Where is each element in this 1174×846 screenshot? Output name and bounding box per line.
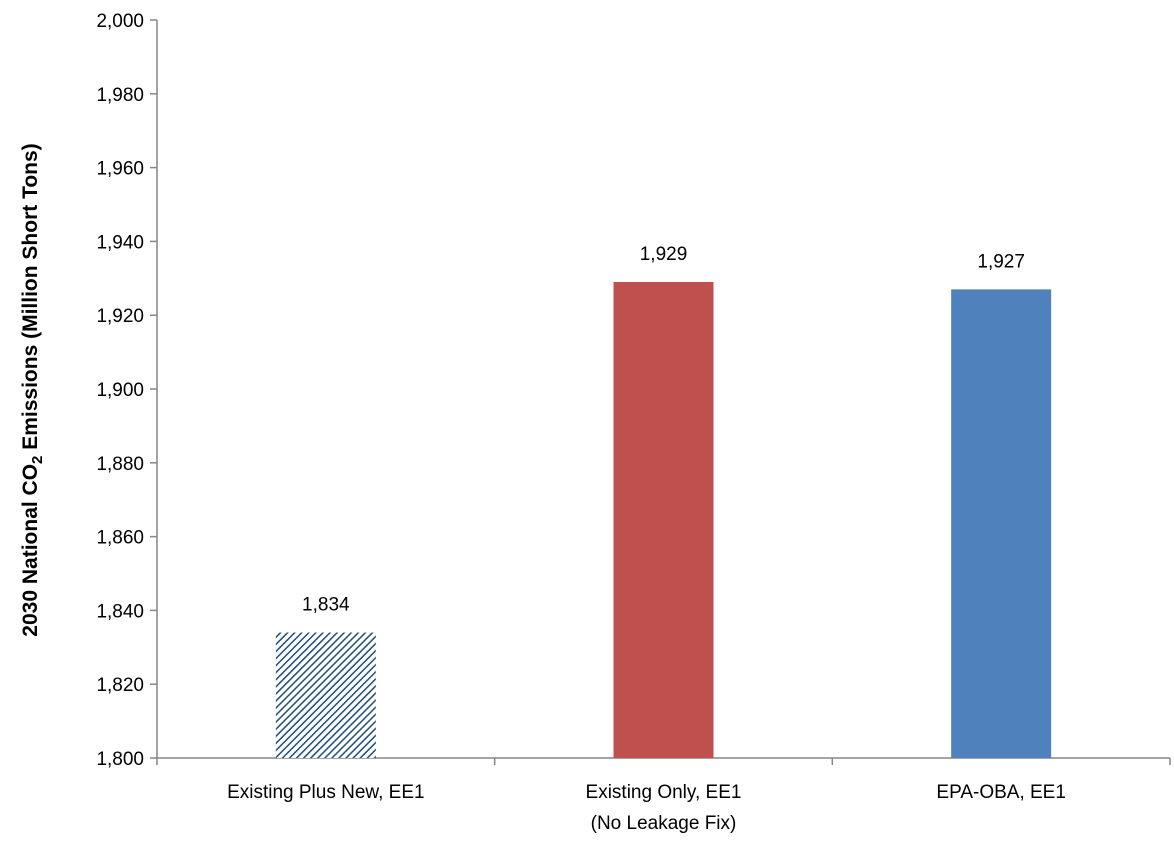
y-tick-label: 2,000	[96, 11, 144, 32]
data-labels: 1,834 1,929 1,927	[302, 244, 1025, 616]
y-tick-label: 1,940	[96, 232, 144, 253]
y-tick-label: 1,840	[96, 601, 144, 622]
bar	[951, 289, 1052, 758]
y-tick-label: 1,900	[96, 380, 144, 401]
bars	[275, 281, 1052, 758]
x-category-label: (No Leakage Fix)	[591, 813, 737, 834]
y-tick-label: 1,980	[96, 85, 144, 106]
y-tick-label: 1,800	[96, 749, 144, 770]
data-label: 1,929	[640, 244, 688, 265]
bar	[275, 632, 376, 758]
bar	[613, 281, 714, 758]
x-category-label: Existing Plus New, EE1	[227, 782, 424, 803]
y-ticks: 1,800 1,820 1,840 1,860 1,880 1,900 1,920 1,940…	[96, 11, 157, 770]
y-tick-label: 1,920	[96, 306, 144, 327]
data-label: 1,927	[977, 251, 1025, 272]
y-tick-label: 1,960	[96, 159, 144, 180]
y-tick-label: 1,860	[96, 528, 144, 549]
x-category-label: Existing Only, EE1	[586, 782, 742, 803]
x-category-labels: Existing Plus New, EE1 Existing Only, EE1…	[227, 782, 1066, 834]
y-tick-label: 1,880	[96, 454, 144, 475]
y-axis-title-group: 2030 National CO2 Emissions (Million Sho…	[19, 143, 46, 636]
y-axis-title: 2030 National CO2 Emissions (Million Sho…	[19, 143, 46, 636]
y-tick-label: 1,820	[96, 675, 144, 696]
x-category-label: EPA-OBA, EE1	[936, 782, 1066, 803]
data-label: 1,834	[302, 595, 350, 616]
